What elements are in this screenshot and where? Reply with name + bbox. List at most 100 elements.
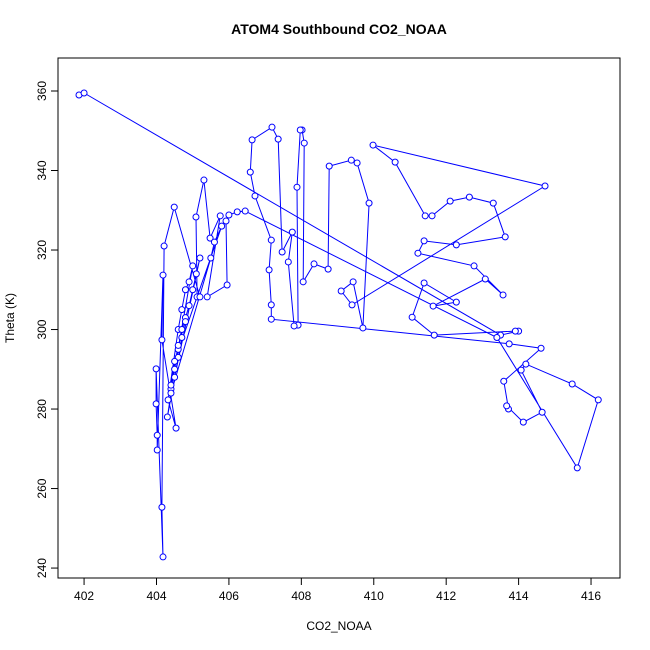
data-point: [299, 278, 307, 286]
data-point: [178, 326, 186, 334]
data-point: [347, 156, 355, 164]
data-point: [348, 301, 356, 309]
data-point: [452, 298, 460, 306]
data-point: [505, 340, 513, 348]
x-tick-label: 410: [364, 589, 384, 603]
data-point: [288, 228, 296, 236]
data-point: [160, 242, 168, 250]
x-tick-label: 406: [219, 589, 239, 603]
y-tick-label: 360: [35, 81, 49, 101]
data-point: [159, 271, 167, 279]
data-point: [200, 176, 208, 184]
data-point: [573, 464, 581, 472]
data-point: [248, 136, 256, 144]
y-tick-label: 260: [35, 478, 49, 498]
data-point: [353, 159, 361, 167]
y-tick-label: 280: [35, 399, 49, 419]
data-point: [465, 193, 473, 201]
data-point: [446, 197, 454, 205]
data-point: [158, 503, 166, 511]
data-point: [499, 291, 507, 299]
data-point: [296, 126, 304, 134]
data-point: [185, 302, 193, 310]
data-point: [196, 293, 204, 301]
data-point: [428, 212, 436, 220]
data-point: [349, 278, 357, 286]
x-tick-label: 408: [291, 589, 311, 603]
y-axis-label: Theta (K): [3, 293, 17, 343]
chart-title: ATOM4 Southbound CO2_NOAA: [231, 21, 447, 37]
data-point: [251, 192, 259, 200]
data-point: [325, 162, 333, 170]
data-point: [265, 266, 273, 274]
data-point: [300, 139, 308, 147]
data-point: [493, 333, 501, 341]
data-point: [164, 396, 172, 404]
data-point: [359, 324, 367, 332]
data-point: [171, 365, 179, 373]
data-point: [267, 301, 275, 309]
plot-frame: [57, 57, 621, 579]
data-point: [594, 396, 602, 404]
data-point: [152, 365, 160, 373]
data-point: [420, 237, 428, 245]
data-point: [172, 424, 180, 432]
data-point: [420, 279, 428, 287]
data-point: [369, 141, 377, 149]
data-point: [203, 293, 211, 301]
data-point: [503, 402, 511, 410]
data-point: [225, 211, 233, 219]
y-tick-label: 320: [35, 240, 49, 260]
data-point: [293, 183, 301, 191]
data-point: [185, 278, 193, 286]
y-tick-label: 300: [35, 319, 49, 339]
x-tick-label: 402: [74, 589, 94, 603]
data-point: [196, 254, 204, 262]
data-point: [470, 262, 478, 270]
data-point: [246, 168, 254, 176]
data-point: [391, 158, 399, 166]
data-point: [210, 238, 218, 246]
x-tick-label: 414: [509, 589, 529, 603]
data-point: [152, 400, 160, 408]
data-point: [500, 377, 508, 385]
data-point: [284, 258, 292, 266]
data-point: [324, 265, 332, 273]
data-point: [430, 331, 438, 339]
data-point: [541, 182, 549, 190]
data-point: [233, 208, 241, 216]
data-point: [517, 366, 525, 374]
data-point: [216, 212, 224, 220]
data-point: [80, 89, 88, 97]
data-point: [267, 315, 275, 323]
data-point: [167, 381, 175, 389]
data-point: [159, 553, 167, 561]
data-point: [452, 241, 460, 249]
data-point: [414, 249, 422, 257]
data-point: [481, 275, 489, 283]
data-point: [189, 286, 197, 294]
y-tick-label: 240: [35, 558, 49, 578]
data-point: [278, 248, 286, 256]
data-point: [178, 333, 186, 341]
data-point: [408, 313, 416, 321]
data-point: [538, 408, 546, 416]
data-point: [189, 262, 197, 270]
data-point: [537, 344, 545, 352]
x-tick-label: 412: [436, 589, 456, 603]
data-point: [206, 234, 214, 242]
data-point: [268, 123, 276, 131]
data-point: [178, 306, 186, 314]
x-axis-label: CO2_NOAA: [306, 619, 371, 633]
data-point: [163, 413, 171, 421]
data-point: [181, 286, 189, 294]
data-point: [365, 199, 373, 207]
data-point: [501, 233, 509, 241]
data-point: [181, 318, 189, 326]
data-point: [511, 327, 519, 335]
data-point: [519, 418, 527, 426]
data-point: [170, 203, 178, 211]
data-point: [171, 357, 179, 365]
data-point: [290, 322, 298, 330]
data-point: [421, 212, 429, 220]
